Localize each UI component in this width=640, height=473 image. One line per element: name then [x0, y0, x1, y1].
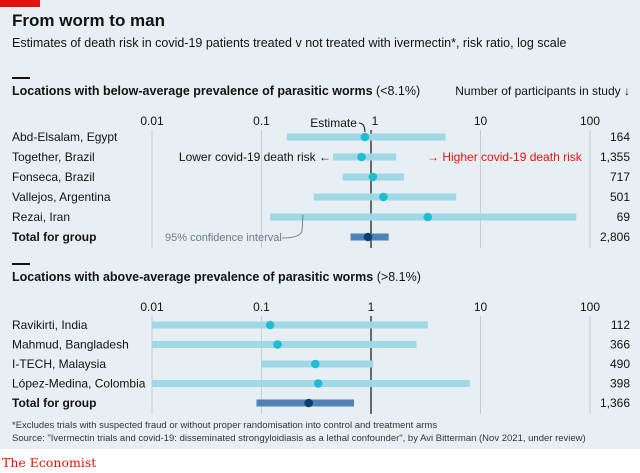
section-2-title-note: (>8.1%) [376, 270, 421, 284]
estimate-point [423, 212, 433, 222]
page-subtitle: Estimates of death risk in covid-19 pati… [12, 36, 567, 50]
study-location: , Malaysia [52, 357, 106, 371]
x-tick-label: 0.01 [140, 300, 164, 314]
study-label: Ravikirti, India [12, 318, 88, 332]
x-tick-label: 100 [580, 300, 600, 314]
x-tick-label: 10 [474, 300, 488, 314]
total-participant-count: 2,806 [600, 230, 630, 244]
study-location: , India [55, 318, 88, 332]
section-2-title-text: Locations with above-average prevalence … [12, 270, 374, 284]
total-estimate-point [304, 398, 314, 408]
study-location: , Brazil [58, 150, 95, 164]
study-name: Together [12, 150, 59, 164]
total-label: Total for group [12, 230, 96, 244]
study-label: Rezai, Iran [12, 210, 70, 224]
estimate-point [360, 132, 370, 142]
arrow-down-icon: ↓ [624, 84, 630, 98]
x-tick-label: 0.1 [253, 114, 270, 128]
lower-risk-label: Lower covid-19 death risk ← [179, 150, 331, 164]
participants-header-text: Number of participants in study [455, 84, 621, 98]
x-tick-label: 10 [474, 114, 488, 128]
study-label: Mahmud, Bangladesh [12, 338, 129, 352]
study-name: I-TECH [12, 357, 52, 371]
section-1-title-text: Locations with below-average prevalence … [12, 84, 373, 98]
ci-annotation: 95% confidence interval [165, 232, 282, 244]
estimate-point [311, 359, 320, 369]
chart-panel [0, 0, 640, 449]
study-location: , Iran [43, 210, 70, 224]
confidence-interval-bar [152, 380, 470, 387]
participant-count: 717 [610, 170, 630, 184]
study-location: , Egypt [80, 130, 118, 144]
study-location: , Colombia [88, 377, 146, 391]
x-tick-label: 0.1 [253, 300, 270, 314]
confidence-interval-bar [152, 341, 417, 348]
confidence-interval-bar [270, 213, 577, 221]
estimate-point [379, 192, 388, 202]
x-tick-label: 1 [372, 114, 379, 128]
x-tick-label: 100 [580, 114, 600, 128]
participant-count: 112 [611, 318, 630, 332]
study-label: López-Medina, Colombia [12, 377, 146, 391]
brand-red-tag [0, 0, 40, 7]
participant-count: 398 [610, 377, 630, 391]
estimate-point [357, 152, 366, 162]
footnote: *Excludes trials with suspected fraud or… [12, 420, 438, 431]
study-name: Vallejos [12, 190, 53, 204]
participant-count: 490 [610, 357, 630, 371]
study-label: Together, Brazil [12, 150, 95, 164]
confidence-interval-bar [152, 321, 428, 329]
study-location: , Argentina [53, 190, 111, 204]
x-tick-label: 0.01 [140, 114, 164, 128]
study-name: López-Medina [12, 377, 88, 391]
estimate-point [313, 379, 323, 388]
source-note: Source: "Ivermectin trials and covid-19:… [12, 433, 586, 444]
section-2-title: Locations with above-average prevalence … [12, 270, 421, 284]
study-name: Fonseca [12, 170, 58, 184]
section-rule [12, 77, 30, 79]
forest-plot: 0.01 0.1 1 10 100 Abd-Elsalam, Egypt 164 Togeth… [12, 114, 631, 414]
total-participant-count: 1,366 [600, 396, 630, 410]
participant-count: 69 [617, 210, 631, 224]
ci-annotation-pointer [281, 214, 304, 239]
study-name: Abd-Elsalam [12, 130, 80, 144]
estimate-annotation-pointer [358, 122, 366, 133]
section-rule [12, 263, 30, 265]
study-name: Mahmud [12, 338, 59, 352]
estimate-annotation: Estimate [310, 116, 357, 130]
study-label: Fonseca, Brazil [12, 170, 95, 184]
higher-risk-label: → Higher covid-19 death risk [427, 150, 583, 164]
study-name: Ravikirti [12, 318, 55, 332]
participant-count: 501 [610, 190, 630, 204]
study-name: Rezai [12, 210, 43, 224]
estimate-point [265, 320, 275, 330]
section-1-title: Locations with below-average prevalence … [12, 84, 420, 98]
x-tick-label: 1 [368, 300, 375, 314]
participant-count: 1,355 [600, 150, 630, 164]
study-location: , Brazil [58, 170, 95, 184]
page-title: From worm to man [12, 11, 166, 30]
study-label: Vallejos, Argentina [12, 190, 111, 204]
study-label: Abd-Elsalam, Egypt [12, 130, 118, 144]
participant-count: 164 [610, 130, 630, 144]
participant-count: 366 [610, 338, 630, 352]
estimate-point [368, 172, 378, 182]
total-estimate-point [363, 232, 373, 242]
total-label: Total for group [12, 396, 96, 410]
study-label: I-TECH, Malaysia [12, 357, 106, 371]
participants-header: Number of participants in study ↓ [455, 84, 630, 98]
estimate-point [273, 340, 282, 349]
economist-logo: The Economist [2, 455, 97, 470]
section-1-title-note: (<8.1%) [376, 84, 421, 98]
study-location: , Bangladesh [59, 338, 129, 352]
